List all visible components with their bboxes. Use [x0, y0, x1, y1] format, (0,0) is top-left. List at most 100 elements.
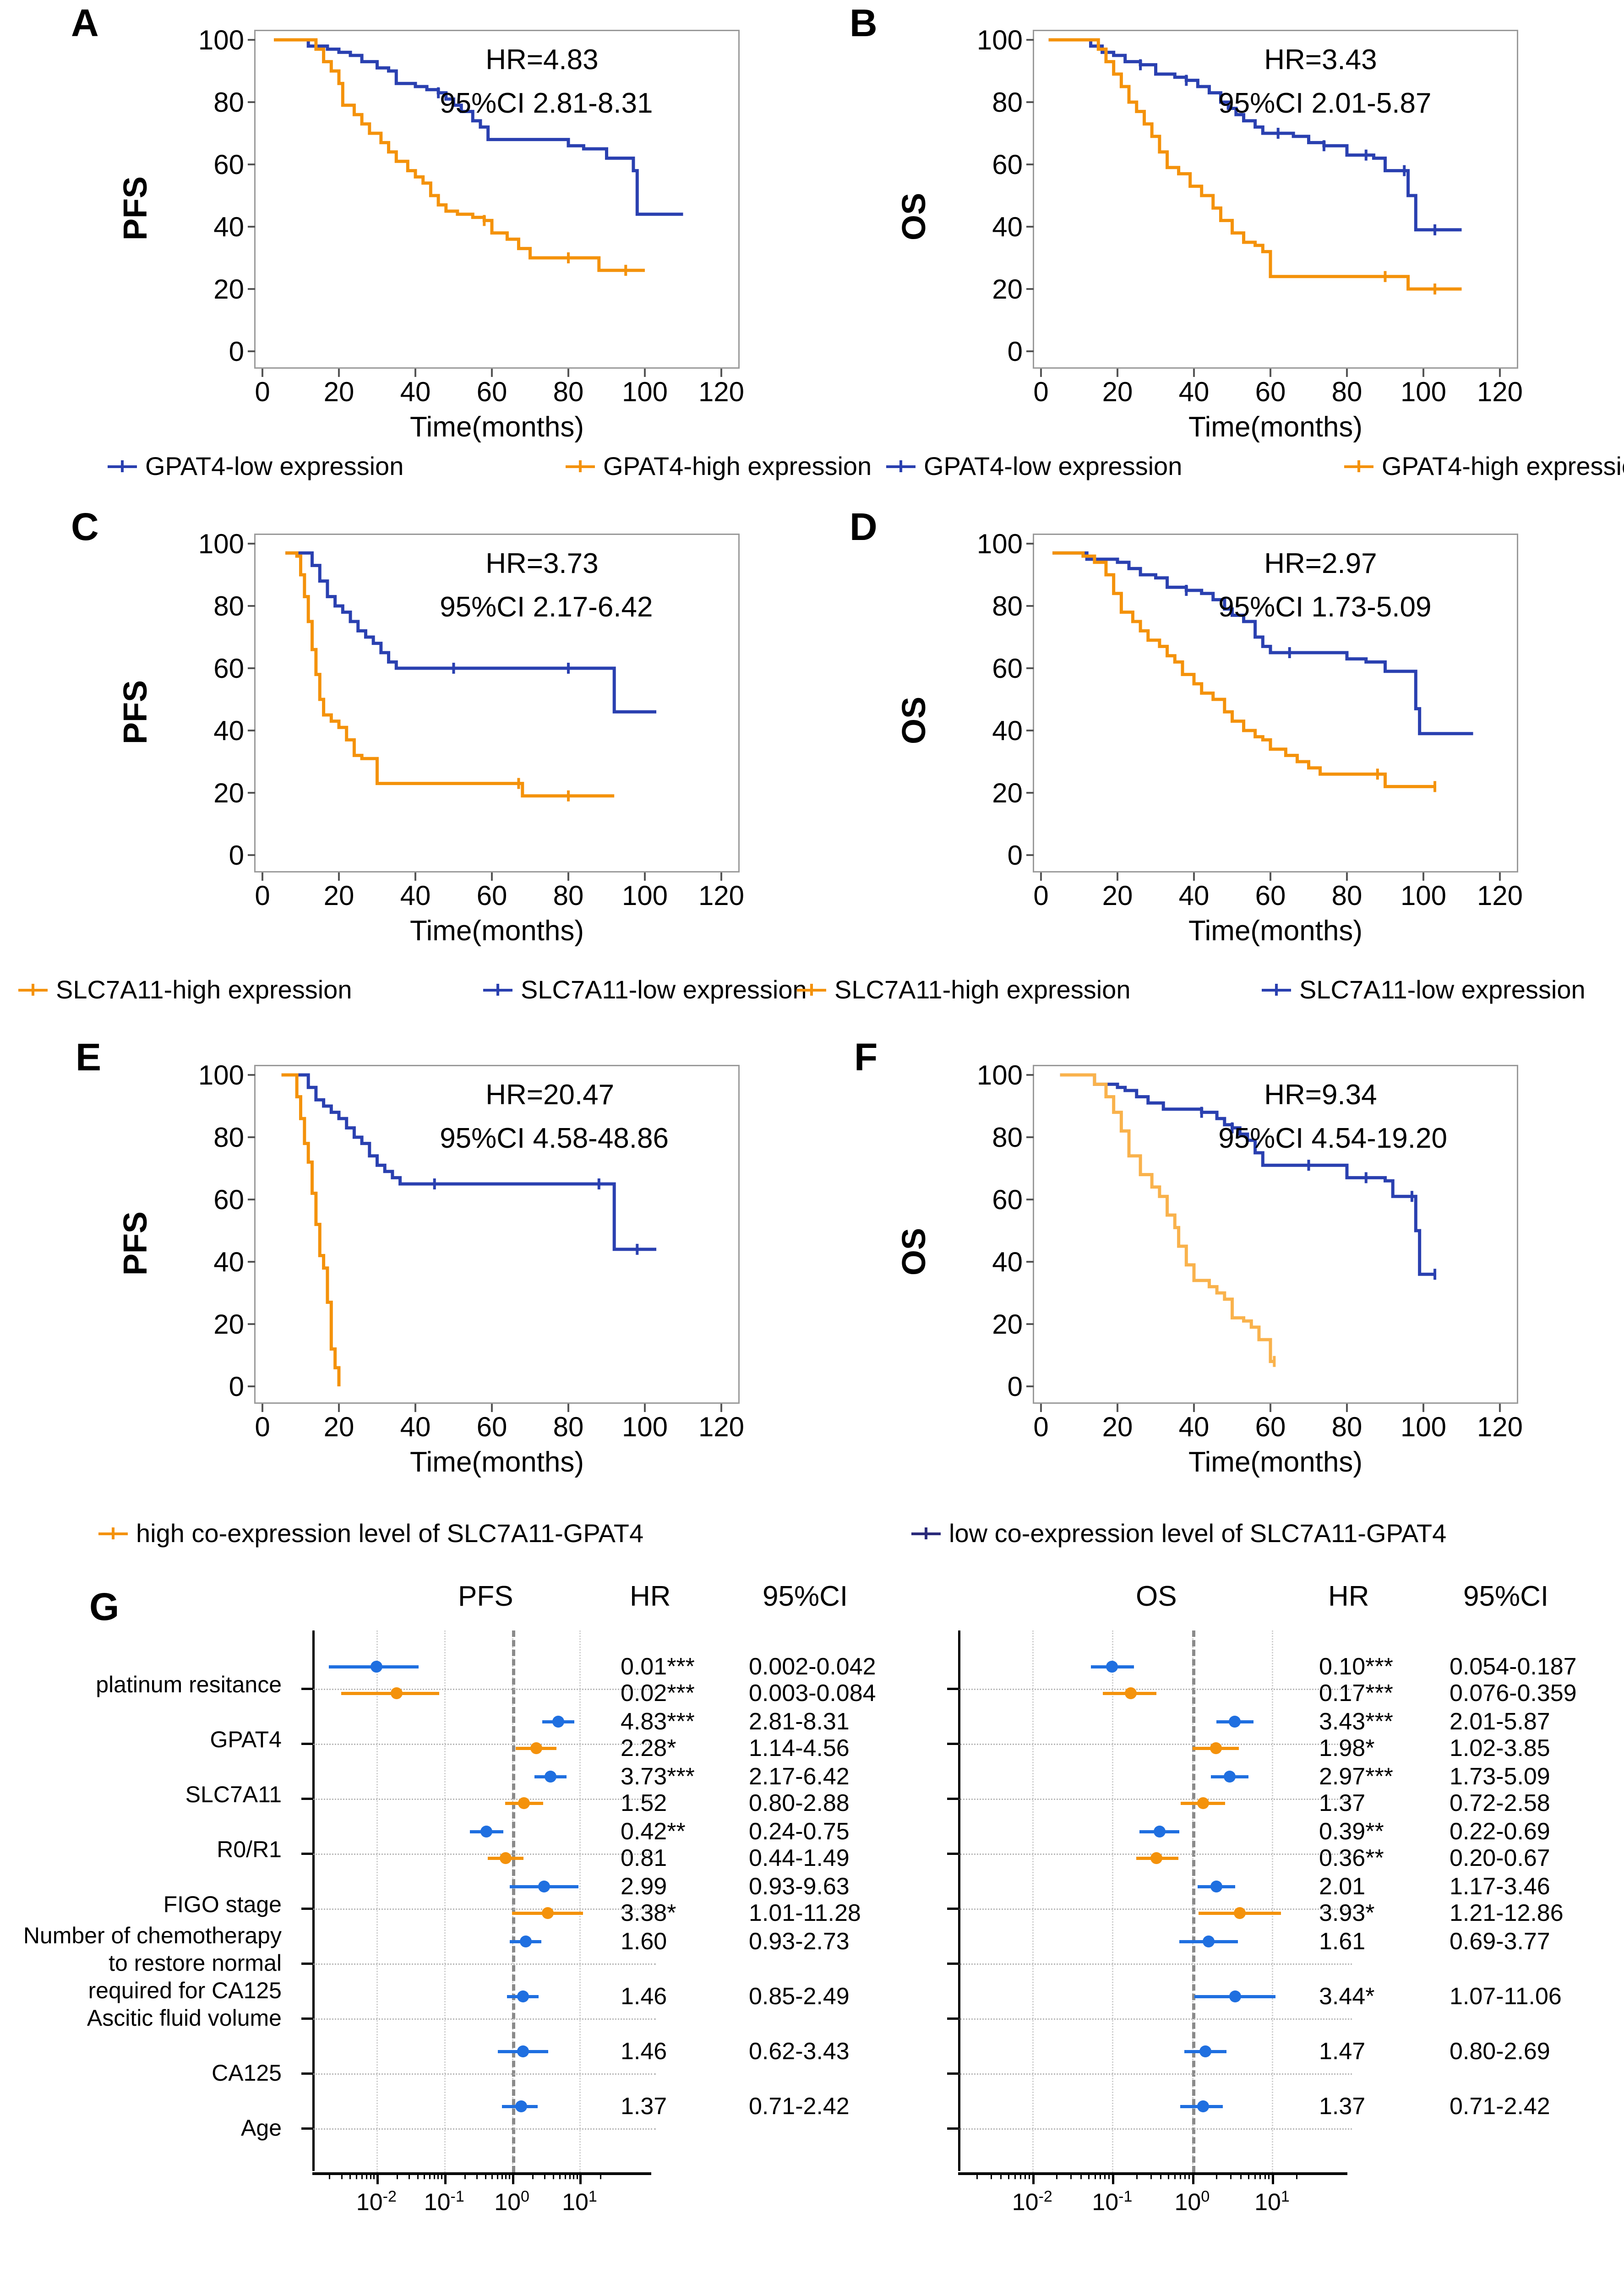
forest-point-estimate — [370, 1661, 382, 1673]
forest-ci-value: 0.80-2.69 — [1450, 2038, 1550, 2065]
ci-value-text: 95%CI 2.17-6.42 — [440, 591, 653, 623]
forest-point-estimate — [1233, 1907, 1246, 1919]
x-tick-mark — [1499, 1404, 1501, 1412]
forest-x-minor-tick — [990, 2172, 992, 2179]
forest-x-minor-tick — [476, 2172, 478, 2179]
y-tick-label: 80 — [992, 1122, 1023, 1153]
x-tick-label: 60 — [1255, 376, 1286, 407]
forest-x-axis — [312, 2172, 651, 2175]
y-tick-label: 40 — [992, 212, 1023, 242]
forest-x-minor-tick — [1216, 2172, 1218, 2179]
x-tick-mark — [644, 1404, 646, 1412]
panel-d-legend-item: SLC7A11-low expression — [1262, 975, 1586, 1004]
km-curve — [285, 551, 615, 798]
forest-hr-header: HR — [630, 1581, 671, 1612]
y-tick-mark — [248, 1074, 255, 1076]
forest-x-tick — [1112, 2172, 1115, 2184]
y-tick-mark — [248, 1385, 255, 1387]
y-tick-label: 20 — [992, 274, 1023, 305]
forest-x-minor-tick — [532, 2172, 534, 2179]
x-tick-mark — [262, 369, 263, 377]
forest-x-tick — [444, 2172, 447, 2184]
forest-point-estimate — [1210, 1881, 1222, 1892]
forest-row-label: Ascitic fluid volume — [87, 2005, 282, 2031]
forest-x-minor-tick — [441, 2172, 442, 2179]
forest-x-minor-tick — [365, 2172, 367, 2179]
forest-point-estimate — [1197, 2100, 1209, 2112]
y-tick-label: 60 — [213, 653, 244, 684]
y-tick-label: 100 — [198, 25, 244, 55]
forest-ci-value: 0.076-0.359 — [1450, 1680, 1577, 1707]
x-tick-mark — [338, 1404, 340, 1412]
forest-point-estimate — [530, 1742, 542, 1754]
legend-line-marker-icon — [98, 1527, 128, 1539]
panel-e-legend-item: high co-expression level of SLC7A11-GPAT… — [98, 1518, 643, 1548]
forest-x-tick-label: 101 — [1254, 2188, 1290, 2216]
forest-ci-header: 95%CI — [763, 1581, 848, 1612]
x-tick-label: 0 — [1033, 376, 1049, 407]
panel-letter-a: A — [71, 1, 99, 44]
x-tick-mark — [338, 872, 340, 881]
forest-y-tick — [301, 1743, 313, 1745]
y-tick-mark — [1026, 101, 1034, 103]
forest-x-minor-tick — [501, 2172, 503, 2179]
x-tick-mark — [262, 1404, 263, 1412]
forest-x-minor-tick — [1070, 2172, 1072, 2179]
forest-ci-line — [341, 1692, 439, 1695]
y-tick-label: 100 — [976, 25, 1023, 55]
x-tick-label: 120 — [1477, 1412, 1523, 1442]
forest-x-minor-tick — [1268, 2172, 1270, 2179]
forest-hr-value: 1.47 — [1319, 2038, 1366, 2065]
forest-row-label: Age — [241, 2115, 282, 2141]
forest-x-minor-tick — [424, 2172, 425, 2179]
forest-hr-value: 1.37 — [621, 2093, 667, 2120]
forest-grid-horizontal — [958, 1963, 1352, 1965]
x-tick-mark — [338, 369, 340, 377]
hr-value-text: HR=3.73 — [485, 548, 599, 579]
y-tick-mark — [1026, 605, 1034, 607]
panel-b-legend-item: GPAT4-high expression — [1344, 451, 1624, 481]
forest-hr-value: 2.01 — [1319, 1873, 1366, 1900]
x-axis-title: Time(months) — [1188, 915, 1363, 947]
km-panel-c: C 0 20 40 60 80 100 0 20 40 60 80 100 120 Time(months)… — [44, 505, 776, 1008]
legend-line-marker-icon — [18, 983, 48, 996]
forest-point-estimate — [1197, 1797, 1209, 1809]
y-tick-label: 80 — [992, 591, 1023, 622]
forest-hr-value: 2.97*** — [1319, 1763, 1393, 1790]
legend-line-marker-icon — [1262, 983, 1291, 996]
forest-hr-value: 0.01*** — [621, 1653, 695, 1680]
x-tick-label: 20 — [1102, 376, 1133, 407]
forest-x-minor-tick — [600, 2172, 601, 2179]
forest-point-estimate — [517, 1990, 529, 2002]
forest-x-minor-tick — [1184, 2172, 1186, 2179]
y-tick-label: 20 — [213, 274, 244, 305]
x-tick-label: 100 — [1400, 1412, 1447, 1442]
x-tick-mark — [567, 369, 569, 377]
forest-x-minor-tick — [370, 2172, 371, 2179]
x-tick-label: 120 — [698, 1412, 745, 1442]
km-panel-f: F 0 20 40 60 80 100 0 20 40 60 80 100 120 Time(months)… — [822, 1036, 1555, 1539]
legend-label: GPAT4-low expression — [145, 452, 404, 480]
x-tick-label: 20 — [1102, 880, 1133, 911]
forest-x-minor-tick — [437, 2172, 439, 2179]
x-tick-mark — [1193, 369, 1195, 377]
panel-a-legend-item: GPAT4-low expression — [108, 451, 403, 481]
forest-grid-horizontal — [312, 2073, 656, 2075]
forest-ci-value: 2.81-8.31 — [749, 1708, 850, 1735]
forest-x-minor-tick — [1094, 2172, 1096, 2179]
forest-y-tick — [301, 1688, 313, 1690]
forest-x-tick-label: 100 — [494, 2188, 529, 2216]
x-tick-label: 80 — [1331, 376, 1362, 407]
km-curve — [281, 1073, 341, 1386]
forest-ci-value: 1.14-4.56 — [749, 1735, 850, 1761]
x-tick-label: 20 — [323, 880, 354, 911]
legend-line-marker-icon — [797, 983, 826, 996]
y-tick-label: 40 — [213, 715, 244, 746]
forest-grid-horizontal — [958, 1799, 1352, 1800]
legend-line-marker-icon — [911, 1527, 941, 1539]
forest-y-tick — [947, 2017, 959, 2020]
x-tick-mark — [491, 1404, 493, 1412]
x-tick-mark — [1040, 872, 1042, 881]
y-tick-mark — [248, 1199, 255, 1200]
forest-x-minor-tick — [1056, 2172, 1058, 2179]
